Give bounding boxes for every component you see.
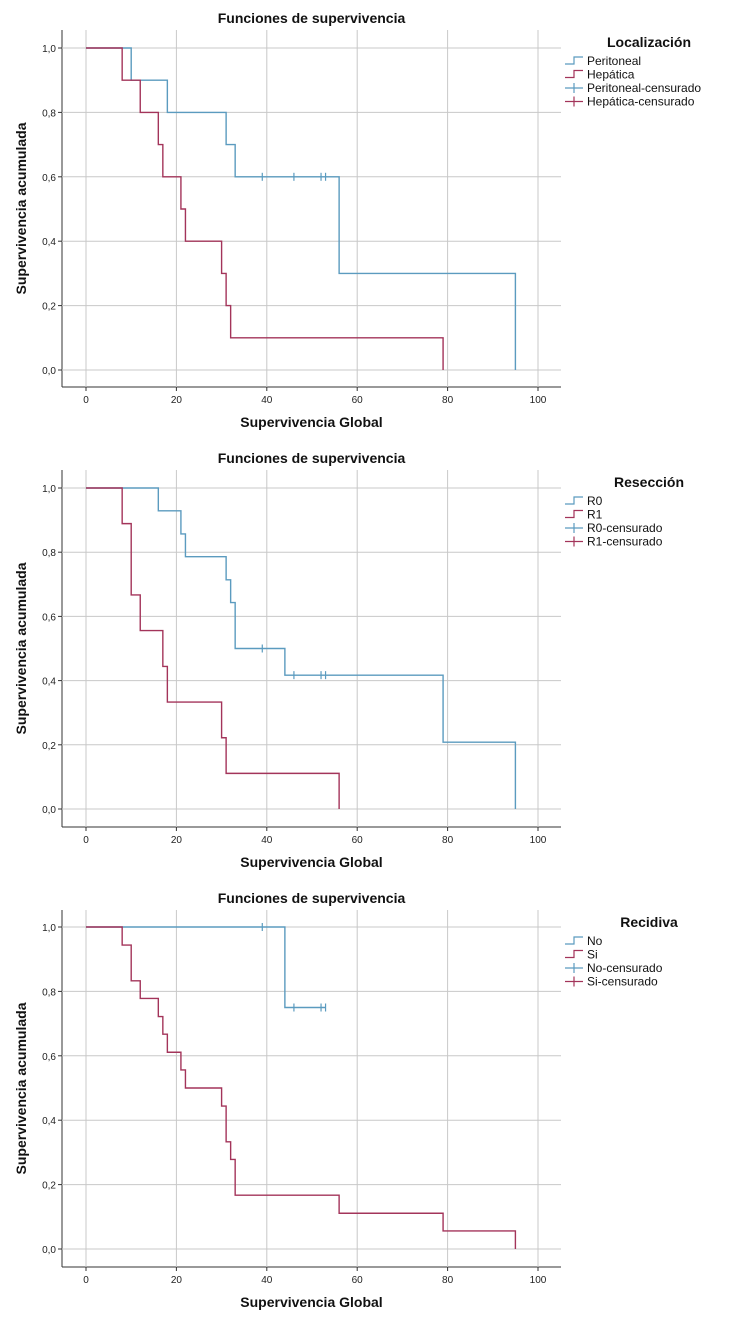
legend-item: Si-censurado — [565, 975, 658, 989]
legend-label: R1 — [587, 508, 603, 522]
x-axis-label: Supervivencia Global — [240, 414, 382, 430]
x-tick-label: 40 — [261, 1275, 273, 1286]
legend-swatch-icon — [565, 56, 583, 65]
y-tick-label: 1,0 — [42, 44, 56, 55]
x-tick-label: 40 — [261, 835, 273, 846]
y-tick-label: 0,8 — [42, 987, 56, 998]
legend-item: R1 — [565, 508, 603, 522]
legend-label: No — [587, 934, 603, 948]
x-axis-label: Supervivencia Global — [240, 1294, 382, 1310]
y-tick-label: 0,4 — [42, 677, 56, 688]
y-axis-label: Supervivencia acumulada — [13, 122, 29, 294]
legend-item: No — [565, 934, 603, 948]
legend-label: Peritoneal-censurado — [587, 81, 701, 95]
x-tick-label: 20 — [171, 1275, 183, 1286]
legend-swatch-icon — [565, 936, 583, 945]
legend-label: Peritoneal — [587, 54, 641, 68]
y-tick-label: 0,6 — [42, 1052, 56, 1063]
legend-swatch-icon — [565, 509, 583, 519]
chart-panel-3: Funciones de supervivencia 0 20 40 60 80 100 0,… — [13, 890, 678, 1310]
legend-item: R1-censurado — [565, 535, 663, 549]
legend-swatch-icon — [565, 69, 583, 79]
y-axis-label: Supervivencia acumulada — [13, 562, 29, 734]
legend-item: Peritoneal-censurado — [565, 81, 701, 95]
survival-curve-r0 — [86, 487, 517, 809]
x-tick-label: 20 — [171, 835, 183, 846]
legend-label: Si-censurado — [587, 975, 658, 989]
x-tick-label: 60 — [352, 835, 364, 846]
x-tick-label: 80 — [442, 395, 454, 406]
x-tick-label: 0 — [83, 395, 89, 406]
legend-label: No-censurado — [587, 961, 663, 975]
y-tick-label: 0,8 — [42, 108, 56, 119]
legend-label: Si — [587, 948, 598, 962]
x-tick-label: 80 — [442, 1275, 454, 1286]
chart-panel-1: Funciones de supervivencia 0 20 40 60 80 100 0,… — [13, 10, 701, 430]
legend-label: R1-censurado — [587, 535, 663, 549]
x-tick-label: 100 — [530, 835, 547, 846]
y-tick-label: 0,6 — [42, 173, 56, 184]
survival-curve-hepática — [86, 47, 444, 370]
survival-curve-si — [86, 926, 517, 1249]
y-tick-label: 0,0 — [42, 805, 56, 816]
y-tick-label: 0,6 — [42, 612, 56, 623]
legend-item: No-censurado — [565, 961, 663, 975]
chart-panel-2: Funciones de supervivencia 0 20 40 60 80 100 0,… — [13, 450, 684, 870]
y-tick-label: 0,0 — [42, 366, 56, 377]
legend-title: Recidiva — [620, 914, 678, 930]
x-axis-label: Supervivencia Global — [240, 854, 382, 870]
chart-title: Funciones de supervivencia — [218, 450, 406, 466]
legend-label: R0-censurado — [587, 521, 663, 535]
y-tick-label: 0,4 — [42, 1116, 56, 1127]
x-tick-label: 40 — [261, 395, 273, 406]
legend-label: R0 — [587, 494, 603, 508]
legend-item: Si — [565, 948, 598, 962]
survival-curve-no — [86, 926, 326, 1009]
legend-item: Peritoneal — [565, 54, 641, 68]
survival-curve-peritoneal — [86, 47, 517, 370]
x-tick-label: 100 — [530, 1275, 547, 1286]
legend-item: Hepática-censurado — [565, 95, 695, 109]
y-tick-label: 0,2 — [42, 741, 56, 752]
y-tick-label: 1,0 — [42, 923, 56, 934]
survival-curve-r1 — [86, 487, 340, 809]
x-tick-label: 0 — [83, 835, 89, 846]
legend-item: Hepática — [565, 68, 635, 82]
legend-label: Hepática-censurado — [587, 95, 695, 109]
x-tick-label: 60 — [352, 395, 364, 406]
legend-swatch-icon — [565, 496, 583, 505]
chart-title: Funciones de supervivencia — [218, 10, 406, 26]
x-tick-label: 100 — [530, 395, 547, 406]
legend-swatch-icon — [565, 949, 583, 959]
x-tick-label: 80 — [442, 835, 454, 846]
legend-item: R0 — [565, 494, 603, 508]
legend-item: R0-censurado — [565, 521, 663, 535]
x-tick-label: 20 — [171, 395, 183, 406]
x-tick-label: 60 — [352, 1275, 364, 1286]
y-tick-label: 0,2 — [42, 1181, 56, 1192]
y-tick-label: 0,2 — [42, 302, 56, 313]
x-tick-label: 0 — [83, 1275, 89, 1286]
y-tick-label: 0,0 — [42, 1245, 56, 1256]
y-tick-label: 0,8 — [42, 548, 56, 559]
chart-title: Funciones de supervivencia — [218, 890, 406, 906]
legend-title: Resección — [614, 474, 684, 490]
legend-title: Localización — [607, 34, 691, 50]
y-tick-label: 0,4 — [42, 237, 56, 248]
y-axis-label: Supervivencia acumulada — [13, 1002, 29, 1174]
legend-label: Hepática — [587, 68, 635, 82]
y-tick-label: 1,0 — [42, 484, 56, 495]
